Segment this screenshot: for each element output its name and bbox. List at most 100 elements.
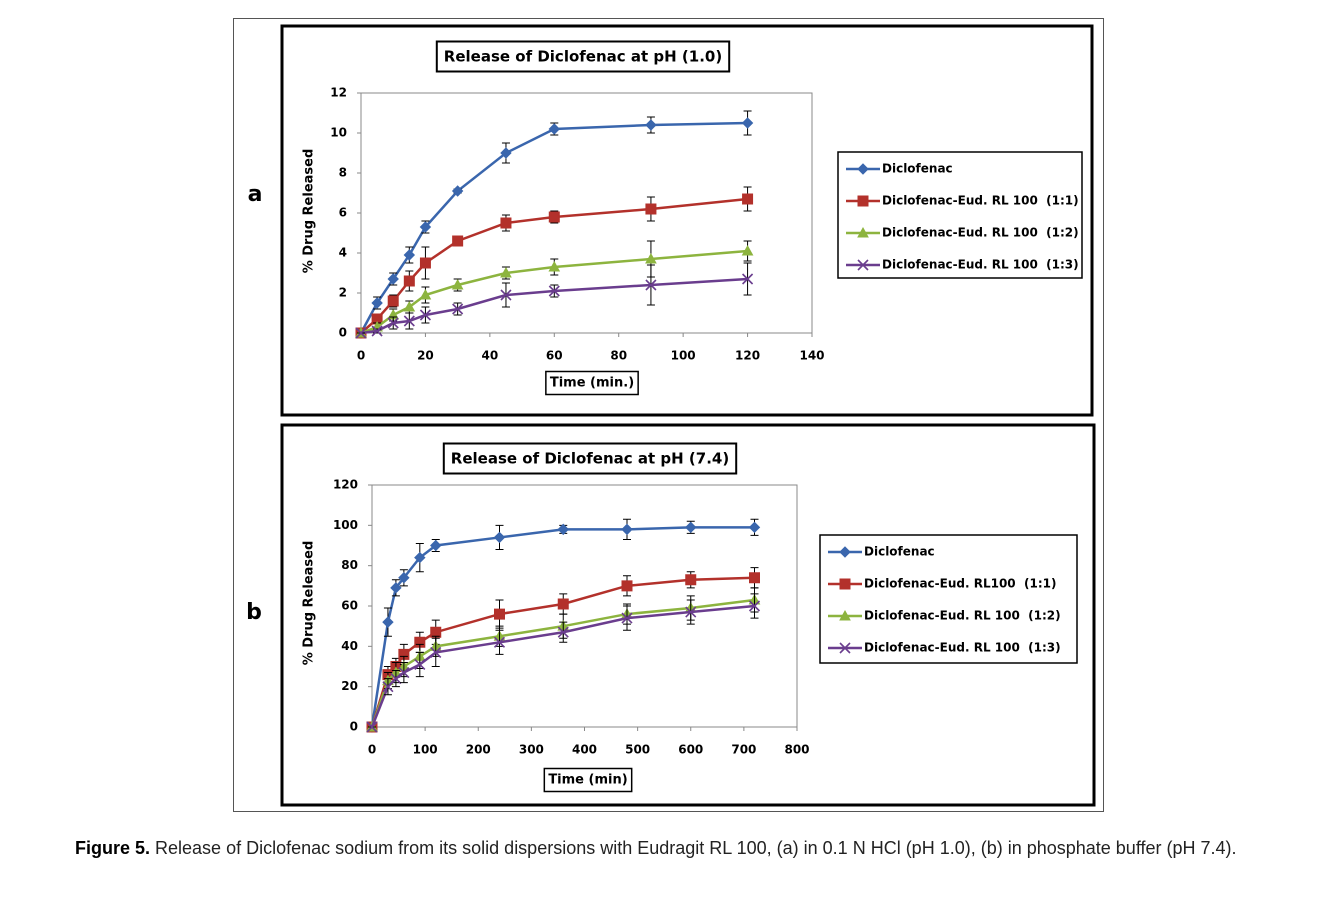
x-tick-label: 0 [357,349,365,363]
marker [430,626,442,638]
legend-label: Diclofenac-Eud. RL 100 (1:3) [882,258,1079,272]
marker [548,211,560,223]
marker [398,572,410,584]
marker [557,598,569,610]
caption: Figure 5. Release of Diclofenac sodium f… [75,830,1267,867]
marker [685,521,697,534]
marker [430,646,442,658]
marker [500,266,512,278]
marker [371,297,383,309]
x-axis-label: Time (min.) [550,376,634,391]
marker [548,285,560,297]
y-tick-label: 0 [339,326,347,340]
y-axis-label: % Drug Released [302,541,317,666]
legend-marker [857,226,869,238]
legend-label: Diclofenac-Eud. RL 100 (1:3) [864,641,1061,655]
series-line [360,249,748,335]
marker [742,273,754,285]
figure: a Release of Diclofenac at pH (1.0) Time (… [233,18,1104,812]
series-line [360,197,748,334]
marker [371,325,383,337]
y-tick-label: 8 [339,166,347,180]
marker [387,295,399,307]
marker [387,317,399,329]
marker [741,117,754,129]
x-axis-label: Time (min) [548,773,627,788]
marker [742,193,754,205]
legend-label: Diclofenac-Eud. RL100 (1:1) [864,577,1056,591]
legend-marker [857,195,869,207]
y-tick-label: 10 [330,126,347,140]
y-tick-label: 60 [341,599,358,613]
x-tick-label: 100 [413,743,438,757]
marker [355,327,367,339]
legend-label: Diclofenac [864,545,935,559]
panel-label: a [248,182,263,207]
panel-label: b [246,600,262,625]
y-tick-label: 20 [341,679,358,693]
marker [494,608,505,620]
marker [419,288,432,300]
x-tick-label: 40 [482,349,499,363]
marker [645,203,657,215]
x-tick-label: 800 [784,743,809,757]
marker [452,303,464,315]
marker [557,523,569,536]
legend-marker [839,609,851,621]
marker [685,574,697,586]
marker [685,606,697,618]
y-tick-label: 120 [333,478,358,492]
x-tick-label: 100 [671,349,696,363]
y-tick-label: 0 [350,720,358,734]
caption-text: Release of Diclofenac sodium from its so… [155,838,1237,858]
legend-label: Diclofenac-Eud. RL 100 (1:2) [864,609,1061,623]
marker [387,273,399,285]
series-line [360,277,748,335]
series-line [359,121,748,334]
panel-frame [280,24,1094,417]
marker [403,315,415,327]
marker [548,123,560,135]
x-tick-label: 500 [625,743,650,757]
marker [500,289,512,301]
marker [390,582,402,594]
legend-label: Diclofenac-Eud. RL 100 (1:2) [882,226,1079,240]
marker [748,600,761,612]
x-tick-label: 0 [368,743,376,757]
y-tick-label: 100 [333,518,358,532]
marker [493,636,506,648]
marker [645,279,657,291]
marker [645,119,657,131]
marker [398,666,410,679]
caption-label: Figure 5. [75,838,151,858]
marker [500,147,512,159]
y-tick-label: 2 [339,286,347,300]
marker [548,260,561,272]
marker [403,300,416,312]
marker [403,249,416,261]
legend-box [837,151,1083,279]
legend-marker [857,259,869,271]
x-tick-label: 400 [572,743,597,757]
x-tick-label: 80 [610,349,627,363]
marker [621,580,633,592]
x-tick-label: 700 [731,743,756,757]
legend-label: Diclofenac-Eud. RL 100 (1:1) [882,194,1079,208]
x-tick-label: 140 [799,349,824,363]
marker [451,278,464,290]
y-tick-label: 40 [341,639,358,653]
legend-box [819,534,1078,664]
y-tick-label: 4 [339,246,347,260]
figure-frame [233,18,1104,812]
marker [419,309,431,321]
marker [557,626,569,638]
marker [419,257,431,269]
marker [621,612,633,624]
marker [414,551,426,564]
x-tick-label: 120 [735,349,760,363]
y-tick-label: 12 [330,86,347,100]
x-tick-label: 200 [466,743,491,757]
legend-marker [857,163,869,175]
plot-area [371,484,798,728]
title-box [442,442,738,475]
